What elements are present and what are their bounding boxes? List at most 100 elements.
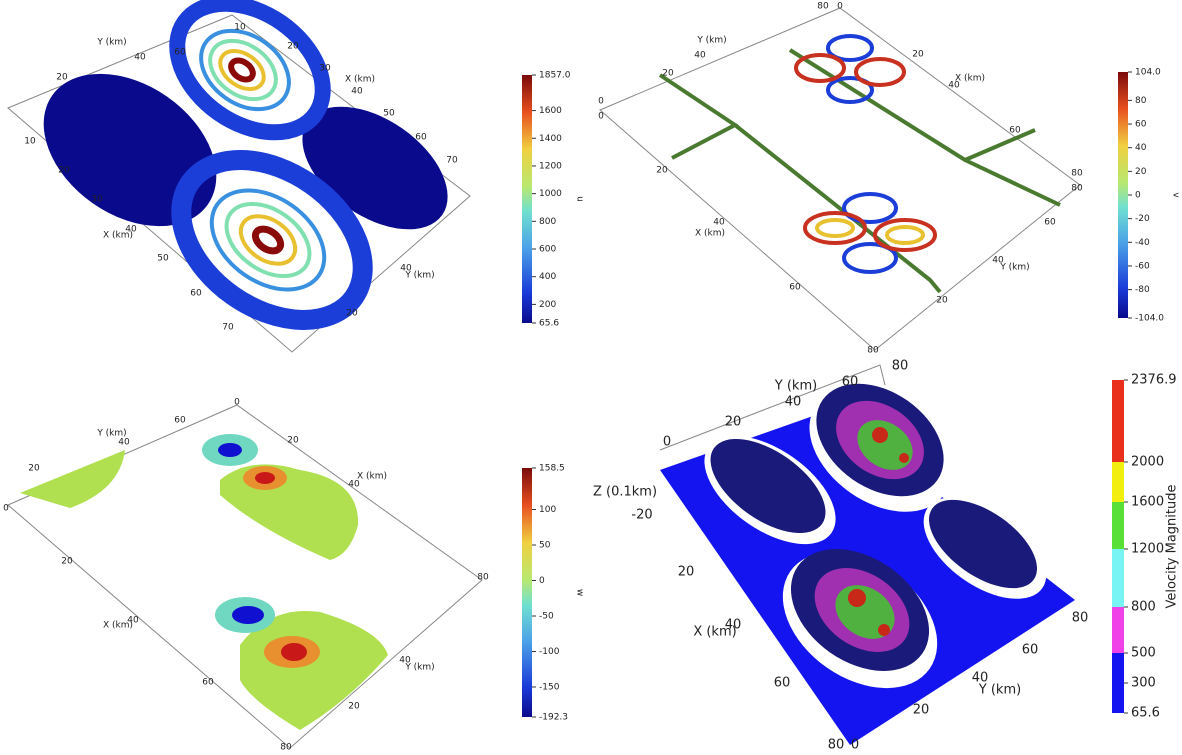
axis-label: 0 xyxy=(837,2,843,12)
axis-label: 60 xyxy=(174,416,186,426)
axis-label: 40 xyxy=(725,618,742,633)
axis-label: 40 xyxy=(118,438,130,448)
axis-label: 80 xyxy=(828,738,845,753)
axis-label: 20 xyxy=(58,166,70,176)
axis-label: 60 xyxy=(174,48,186,58)
axis-label: 0 xyxy=(598,112,604,122)
colorbar-title: v xyxy=(1171,192,1181,198)
colorbar-tick-label: 300 xyxy=(1131,676,1156,691)
colorbar-tick-label: 200 xyxy=(539,300,556,310)
color-band xyxy=(1112,502,1124,549)
peak xyxy=(878,624,890,636)
axis-label: 0 xyxy=(234,398,240,408)
axis-label: Z (0.1km) xyxy=(593,485,657,500)
axis-label: 0 xyxy=(851,738,859,753)
colorbar-tick-label: 1200 xyxy=(1131,542,1164,557)
axis-label: 20 xyxy=(61,557,73,567)
colorbar-tick-label: -40 xyxy=(1135,238,1150,248)
color-bar xyxy=(1118,72,1128,318)
axis-label: 70 xyxy=(222,323,234,333)
zero-lines xyxy=(658,48,1061,294)
colorbar-tick-label: -50 xyxy=(539,611,554,621)
axis-label: 40 xyxy=(972,671,989,686)
shell xyxy=(928,499,1038,589)
blob xyxy=(232,606,264,624)
axis-label: 20 xyxy=(913,703,930,718)
axis-label: 20 xyxy=(912,50,924,60)
colorbar-tick-label: -104.0 xyxy=(1135,314,1164,324)
colorbar-tick-label: 600 xyxy=(539,245,556,255)
axis-label: 50 xyxy=(383,109,395,119)
colorbar-tick-label: 2000 xyxy=(1131,455,1164,470)
colorbar-tick-label: 65.6 xyxy=(539,319,559,329)
blob xyxy=(218,443,242,457)
colorbar-tick-label: -80 xyxy=(1135,285,1150,295)
colorbar-tick-label: 1200 xyxy=(539,161,562,171)
axis-label: 0 xyxy=(3,504,9,514)
axis-label: 80 xyxy=(867,346,879,356)
axis-label: X (km) xyxy=(345,75,375,85)
axis-label: 20 xyxy=(662,69,674,79)
axis-label: Y (km) xyxy=(96,38,126,48)
blob xyxy=(281,643,307,661)
plane xyxy=(7,404,483,749)
peak xyxy=(872,427,888,443)
axis-label: 30 xyxy=(319,64,331,74)
axis-label: 20 xyxy=(656,166,668,176)
colorbar-tick-label: 0 xyxy=(1135,191,1141,201)
axis-label: 50 xyxy=(157,254,169,264)
axis-label: 80 xyxy=(280,743,292,753)
axis-label: X (km) xyxy=(695,229,725,239)
axis-label: 20 xyxy=(346,309,358,319)
colorbar-tick-label: 800 xyxy=(1131,600,1156,615)
axis-label: X (km) xyxy=(103,621,133,631)
axis-label: 10 xyxy=(24,137,36,147)
panel-u-plot xyxy=(7,0,471,353)
colorbar-tick-label: 100 xyxy=(539,505,556,515)
colorbar-tick-label: 60 xyxy=(1135,120,1147,130)
axis-label: 70 xyxy=(446,156,458,166)
colorbar-tick-label: 1000 xyxy=(539,189,562,199)
axis-label: 20 xyxy=(348,702,360,712)
panel-w-plot xyxy=(7,404,483,749)
axis-label: 40 xyxy=(948,81,960,91)
axis-label: 0 xyxy=(663,435,671,450)
axis-label: 60 xyxy=(1009,126,1021,136)
colorbar-title: w xyxy=(575,589,585,596)
colorbar-tick-label: 0 xyxy=(539,576,545,586)
axis-label: Y (km) xyxy=(404,271,434,281)
axis-label: 80 xyxy=(477,573,489,583)
axis-label: X (km) xyxy=(693,625,736,640)
blob xyxy=(20,450,125,508)
axis-label: 20 xyxy=(287,42,299,52)
axis-label: 30 xyxy=(91,195,103,205)
colorbar-tick-label: 50 xyxy=(539,541,551,551)
axis-label: 20 xyxy=(287,436,299,446)
colorbar-tick-label: 1600 xyxy=(539,106,562,116)
blob xyxy=(302,106,448,230)
colorbar-tick-label: 158.5 xyxy=(539,464,565,474)
colorbar-tick-label: 800 xyxy=(539,217,556,227)
colorbar-tick-label: 1600 xyxy=(1131,495,1164,510)
axis-label: 80 xyxy=(1071,184,1083,194)
axis-label: X (km) xyxy=(357,472,387,482)
axis-label: 40 xyxy=(348,480,360,490)
axis-edge xyxy=(659,364,886,451)
axis-label: 40 xyxy=(125,225,137,235)
axis-label: Y (km) xyxy=(999,263,1029,273)
axis-label: Y (km) xyxy=(96,429,126,439)
axis-label: 60 xyxy=(202,678,214,688)
axis-label: 80 xyxy=(1072,611,1089,626)
colorbar-tick-label: 2376.9 xyxy=(1131,373,1177,388)
axis-label: 60 xyxy=(1022,643,1039,658)
colorbar-tick-label: 104.0 xyxy=(1135,68,1161,78)
axis-label: 80 xyxy=(892,359,909,374)
axis-label: 80 xyxy=(1071,169,1083,179)
colorbar-tick-label: 1857.0 xyxy=(539,71,571,81)
plane xyxy=(599,7,1081,351)
colorbar-title: Velocity Magnitude xyxy=(1165,484,1180,608)
axis-label: 40 xyxy=(351,87,363,97)
